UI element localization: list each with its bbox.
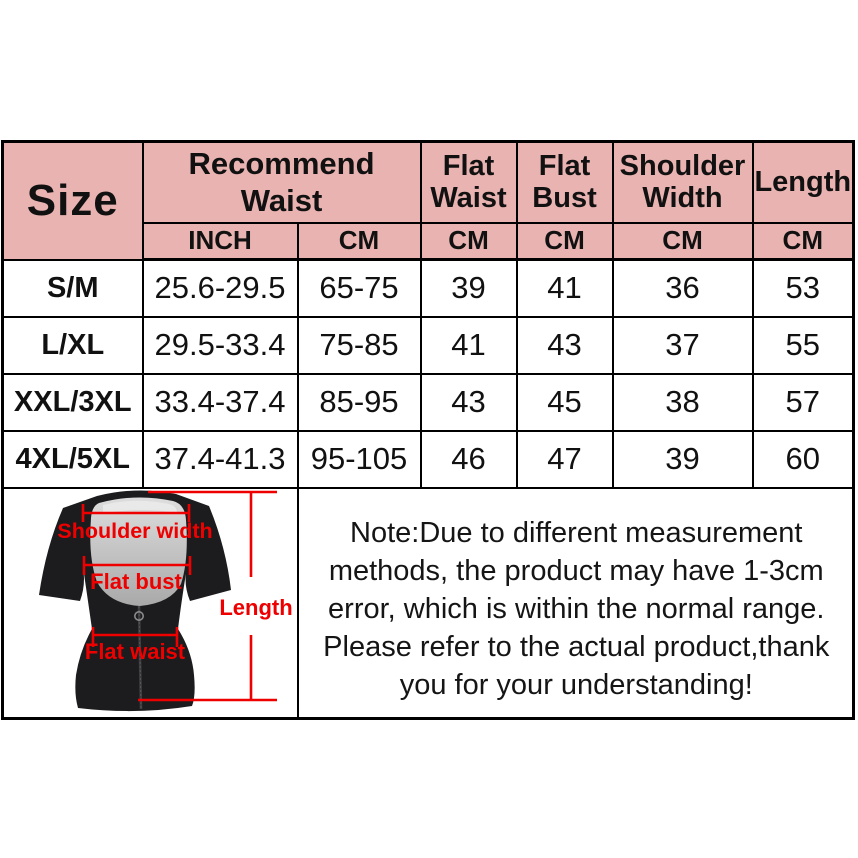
note-line: Please refer to the actual product,thank <box>323 630 830 663</box>
waist-cm-value: 65-75 <box>296 258 422 318</box>
note-line: Note:Due to different measurement <box>350 516 803 549</box>
header-flat-waist: Flat Waist <box>419 140 518 224</box>
table-row: S/M 25.6-29.5 65-75 39 41 36 53 <box>1 258 855 318</box>
flat-bust-measure-line <box>82 555 192 575</box>
unit-cm: CM <box>296 221 422 261</box>
length-value: 53 <box>751 258 855 318</box>
product-image-cell: Shoulder width Flat bust Flat waist <box>1 486 299 719</box>
note-line: error, which is within the normal range. <box>328 592 825 625</box>
size-label: S/M <box>1 258 144 318</box>
size-label: XXL/3XL <box>1 372 144 432</box>
unit-inch: INCH <box>141 221 299 261</box>
table-row: XXL/3XL 33.4-37.4 85-95 43 45 38 57 <box>1 372 855 432</box>
length-label: Length <box>219 595 292 620</box>
flat-waist-value: 41 <box>419 315 518 375</box>
back-panel-sheen <box>102 500 177 513</box>
note-cell: Note:Due to different measurement method… <box>296 486 855 719</box>
size-label: 4XL/5XL <box>1 429 144 489</box>
length-value: 55 <box>751 315 855 375</box>
flat-waist-value: 39 <box>419 258 518 318</box>
length-value: 57 <box>751 372 855 432</box>
waist-inch-value: 33.4-37.4 <box>141 372 299 432</box>
flat-waist-value: 43 <box>419 372 518 432</box>
waist-cm-value: 85-95 <box>296 372 422 432</box>
header-length: Length <box>751 140 855 224</box>
shoulder-width-label: Shoulder width <box>57 519 212 543</box>
flat-waist-label: Flat waist <box>85 639 186 664</box>
size-label: L/XL <box>1 315 144 375</box>
header-recommend-waist: Recommend Waist <box>141 140 422 224</box>
flat-bust-value: 45 <box>515 372 614 432</box>
waist-inch-value: 25.6-29.5 <box>141 258 299 318</box>
unit-cm: CM <box>515 221 614 261</box>
flat-waist-measure-line <box>91 626 179 647</box>
unit-cm: CM <box>611 221 754 261</box>
flat-bust-value: 41 <box>515 258 614 318</box>
flat-waist-value: 46 <box>419 429 518 489</box>
note-line: methods, the product may have 1-3cm <box>328 554 824 587</box>
flat-bust-label: Flat bust <box>90 569 182 594</box>
zipper-teeth <box>138 605 142 709</box>
header-size: Size <box>1 140 144 261</box>
waist-inch-value: 29.5-33.4 <box>141 315 299 375</box>
shoulder-width-value: 37 <box>611 315 754 375</box>
shoulder-width-value: 39 <box>611 429 754 489</box>
shoulder-width-value: 36 <box>611 258 754 318</box>
waist-inch-value: 37.4-41.3 <box>141 429 299 489</box>
header-shoulder-width: Shoulder Width <box>611 140 754 224</box>
header-flat-bust: Flat Bust <box>515 140 614 224</box>
shoulder-width-value: 38 <box>611 372 754 432</box>
shoulder-width-measure-line <box>81 503 191 522</box>
table-row: L/XL 29.5-33.4 75-85 41 43 37 55 <box>1 315 855 375</box>
flat-bust-value: 43 <box>515 315 614 375</box>
waist-cm-value: 75-85 <box>296 315 422 375</box>
measurement-note: Note:Due to different measurement method… <box>300 502 852 704</box>
product-back-view-illustration: Shoulder width Flat bust Flat waist <box>38 489 292 711</box>
waist-cm-value: 95-105 <box>296 429 422 489</box>
back-panel <box>90 496 187 606</box>
note-line: you for your understanding! <box>399 668 753 701</box>
unit-cm: CM <box>419 221 518 261</box>
table-row: 4XL/5XL 37.4-41.3 95-105 46 47 39 60 <box>1 429 855 489</box>
length-measure-line <box>137 490 277 701</box>
zipper-pull <box>133 610 144 621</box>
size-chart-table: Size Recommend Waist Flat Waist Flat Bus… <box>1 140 856 720</box>
length-value: 60 <box>751 429 855 489</box>
flat-bust-value: 47 <box>515 429 614 489</box>
unit-cm: CM <box>751 221 855 261</box>
